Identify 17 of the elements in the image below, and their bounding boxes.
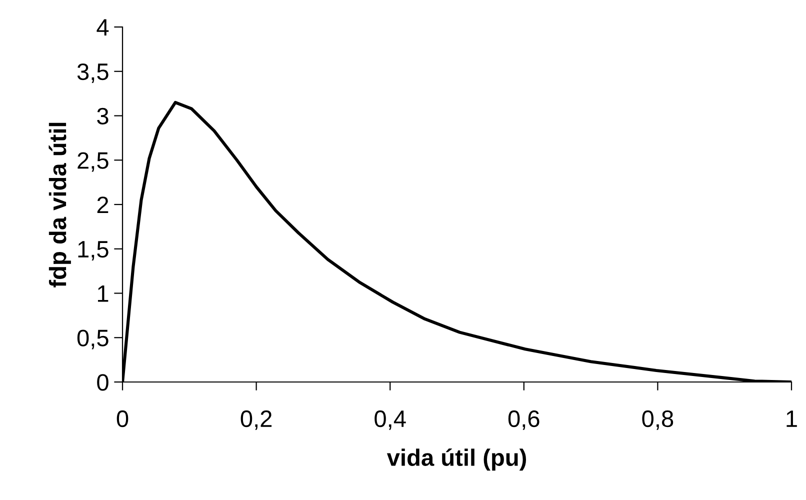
- y-tick-label: 3,5: [77, 63, 108, 83]
- x-tick-label: 0,4: [374, 410, 406, 430]
- x-tick-label: 0,2: [240, 410, 272, 430]
- x-tick-label: 1: [786, 410, 797, 427]
- y-tick-label: 2: [97, 196, 108, 214]
- x-axis-title: vida útil (pu): [386, 448, 526, 471]
- y-tick-label: 3: [97, 108, 108, 125]
- y-tick-label: 1: [98, 286, 108, 302]
- y-tick-label: 2,5: [78, 152, 108, 172]
- x-tick-label: 0,8: [642, 410, 674, 430]
- y-tick-label: 4: [96, 19, 109, 36]
- x-tick-label: 0,6: [508, 410, 540, 430]
- y-tick-label: 1,5: [78, 241, 108, 260]
- y-tick-label: 0,5: [77, 330, 108, 350]
- y-axis-title: fdp da vida útil: [48, 122, 71, 288]
- x-tick-label: 0: [116, 410, 128, 428]
- y-tick-label: 0: [97, 374, 108, 391]
